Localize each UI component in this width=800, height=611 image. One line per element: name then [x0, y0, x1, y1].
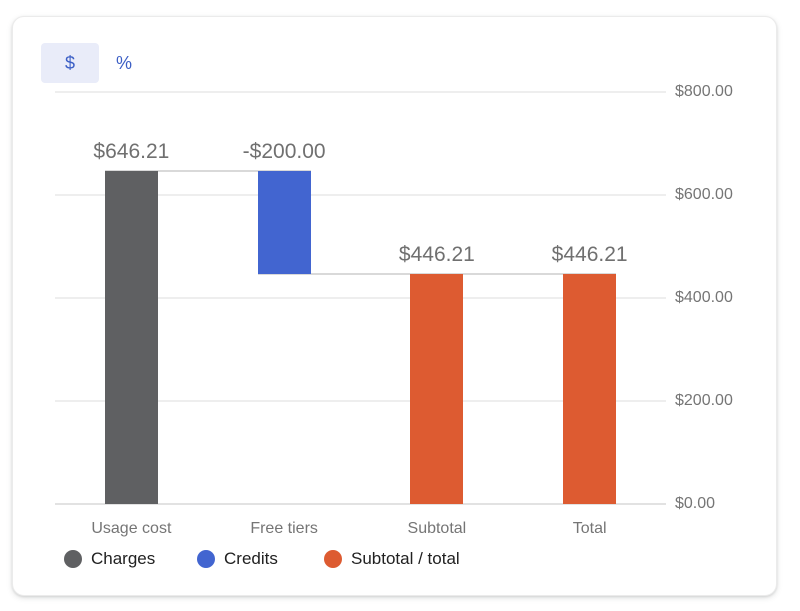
x-axis-category-label: Subtotal [407, 520, 467, 537]
y-axis-tick-label: $0.00 [675, 495, 716, 512]
currency-toggle-button[interactable]: $ [41, 43, 99, 83]
bar-free-tiers[interactable] [257, 171, 311, 275]
legend-item-charges[interactable]: Charges [64, 549, 155, 569]
waterfall-chart: $0.00 $200.00 $400.00 $600.00 $800.00 $646.21… [13, 17, 776, 595]
legend-item-subtotal-total[interactable]: Subtotal / total [324, 549, 460, 569]
bar-value-label: $646.21 [93, 140, 170, 164]
legend-color-swatch [64, 550, 82, 568]
y-axis-tick-label: $600.00 [675, 186, 733, 203]
x-axis-category-label: Free tiers [250, 520, 318, 537]
legend-color-swatch [324, 550, 342, 568]
bar-usage-cost[interactable] [104, 171, 158, 504]
waterfall-connector-0 [104, 170, 311, 173]
x-axis-category-label: Usage cost [91, 520, 172, 537]
legend-item-credits[interactable]: Credits [197, 549, 278, 569]
legend-label: Credits [224, 549, 278, 568]
x-axis-category-label: Total [572, 520, 607, 537]
legend-label: Subtotal / total [351, 549, 460, 568]
legend-label: Charges [91, 549, 156, 568]
billing-chart-card: $ % $0.00 $200.00 $400.00 $600.00 $800.00 $64… [12, 16, 777, 596]
gridline-600 [55, 194, 666, 196]
bar-value-label: $446.21 [551, 243, 628, 267]
gridline-200 [55, 400, 666, 402]
bar-value-label: $446.21 [398, 243, 475, 267]
y-axis-tick-label: $200.00 [675, 392, 733, 409]
bar-subtotal[interactable] [410, 274, 464, 504]
gridline-0 [55, 503, 666, 505]
gridline-400 [55, 297, 666, 299]
bar-total[interactable] [563, 274, 617, 504]
bar-value-label: -$200.00 [242, 140, 326, 164]
gridline-800 [55, 91, 666, 93]
legend-color-swatch [197, 550, 215, 568]
y-axis-tick-label: $400.00 [675, 289, 733, 306]
percent-toggle-button[interactable]: % [99, 43, 149, 83]
y-axis-tick-label: $800.00 [675, 83, 733, 100]
